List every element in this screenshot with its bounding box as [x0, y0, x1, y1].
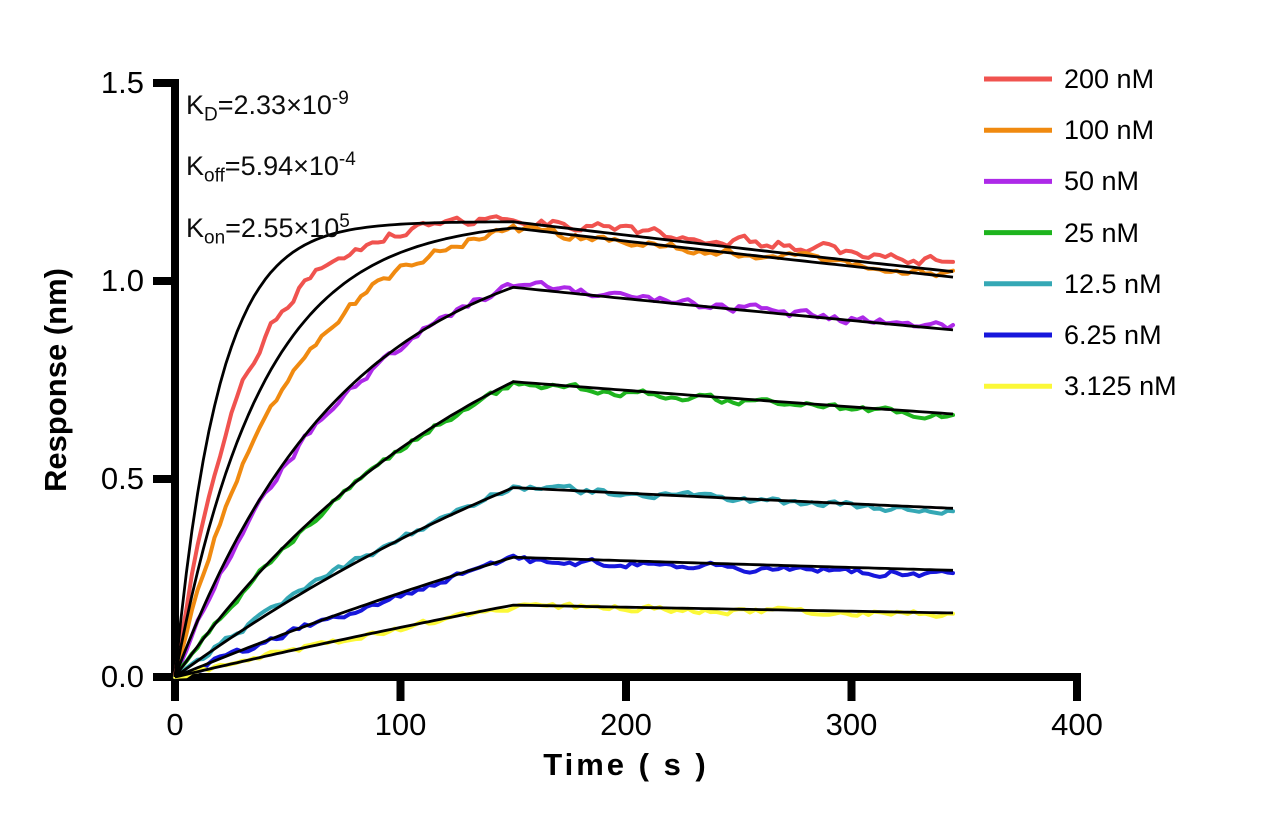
y-tick-label: 0.0	[100, 659, 144, 694]
legend-label-100-nm: 100 nM	[1064, 115, 1155, 146]
koff-annotation: Koff=5.94×10-4	[186, 137, 356, 198]
x-tick-label: 200	[600, 707, 652, 742]
fit-curve-50-nm	[173, 285, 954, 678]
fit-curve-25-nm	[173, 380, 954, 678]
curve-3.125-nm	[173, 601, 955, 679]
fit-curve-3.125-nm	[174, 603, 953, 679]
legend-label-12.5-nm: 12.5 nM	[1064, 268, 1162, 299]
kon-exponent: 5	[339, 210, 350, 232]
kd-exponent: -9	[331, 88, 349, 109]
koff-subscript: off	[204, 165, 225, 187]
legend-label-200-nm: 200 nM	[1064, 64, 1155, 94]
kon-annotation: Kon=2.55×105	[186, 199, 356, 260]
curve-6.25-nm	[173, 553, 955, 679]
y-tick-label: 1.0	[100, 263, 144, 298]
x-tick-label: 400	[1051, 707, 1103, 742]
curve-100-nm	[173, 223, 955, 679]
kon-subscript: on	[204, 227, 226, 249]
curve-200-nm	[173, 214, 955, 679]
koff-exponent: -4	[338, 149, 356, 171]
kd-annotation: KD=2.33×10-9	[186, 76, 356, 137]
x-tick-label: 300	[825, 707, 878, 742]
curve-50-nm	[173, 280, 955, 679]
kon-symbol: K	[186, 212, 205, 243]
fit-curve-100-nm	[173, 226, 954, 678]
fit-curve-12.5-nm	[174, 486, 954, 679]
curve-25-nm	[173, 380, 955, 679]
kd-subscript: D	[204, 104, 218, 126]
legend-label-50-nm: 50 nM	[1064, 166, 1140, 197]
y-axis-title: Response (nm)	[38, 268, 73, 492]
legend-label-25-nm: 25 nM	[1064, 217, 1140, 248]
fit-curve-6.25-nm	[174, 555, 954, 679]
koff-symbol: K	[186, 151, 205, 182]
curve-12.5-nm	[173, 483, 955, 679]
kinetics-annotation-block: KD=2.33×10-9 Koff=5.94×10-4 Kon=2.55×105	[186, 76, 356, 260]
kd-value: =2.33×10	[217, 90, 332, 120]
x-tick-label: 0	[166, 707, 184, 742]
legend-label-6.25-nm: 6.25 nM	[1064, 320, 1162, 350]
fit-curve-200-nm	[173, 220, 954, 678]
koff-value: =5.94×10	[224, 151, 339, 182]
y-tick-label: 0.5	[100, 461, 144, 496]
y-tick-label: 1.5	[100, 65, 144, 100]
x-axis-title: Time ( s )	[543, 747, 709, 782]
legend-label-3.125-nm: 3.125 nM	[1064, 371, 1177, 402]
x-tick-label: 100	[374, 707, 427, 742]
kd-symbol: K	[186, 90, 205, 120]
kon-value: =2.55×10	[225, 212, 340, 243]
